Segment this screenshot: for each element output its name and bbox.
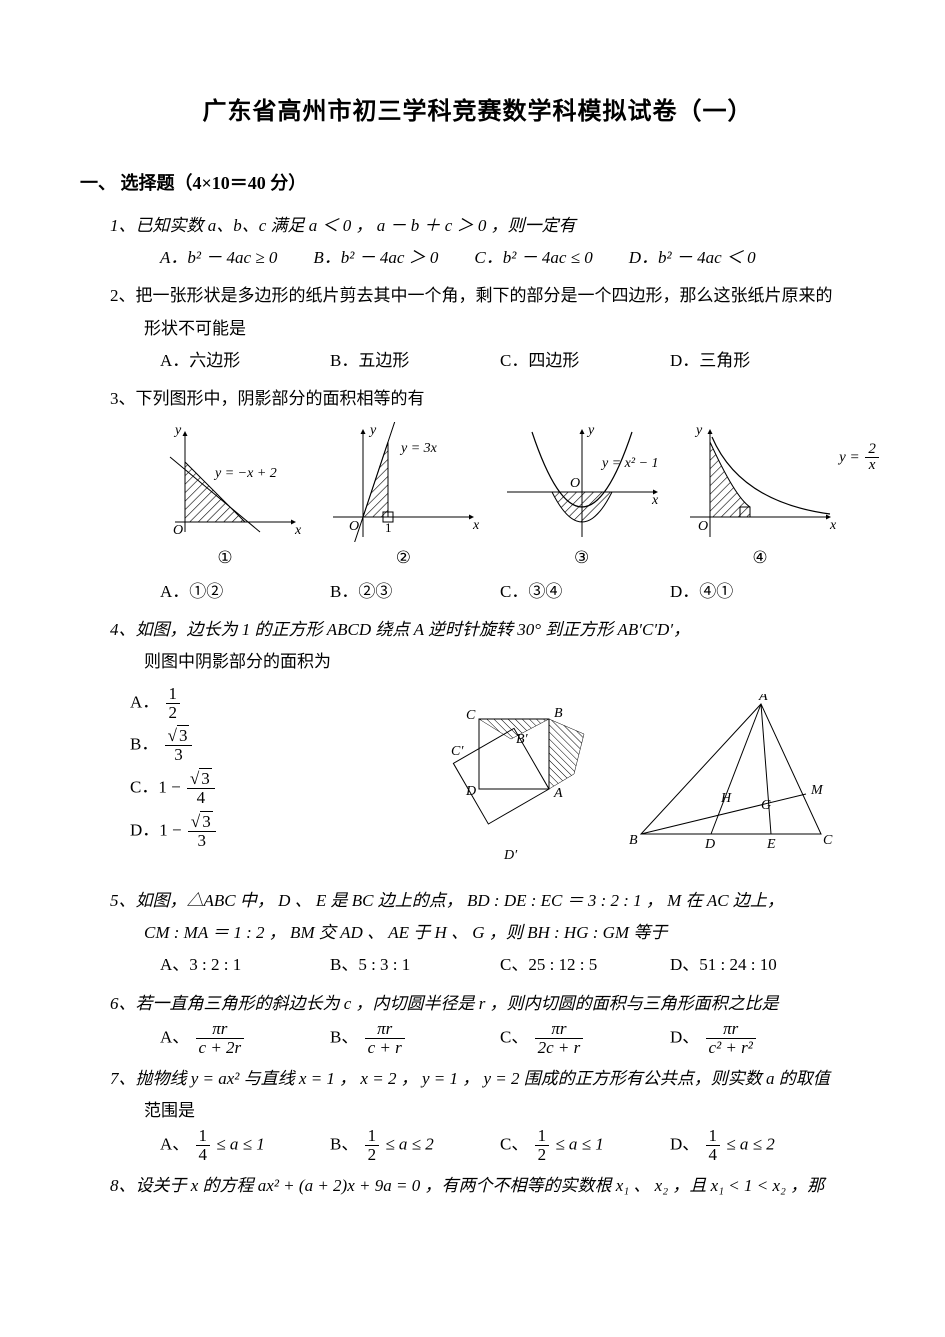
svg-text:B′: B′ [516, 732, 529, 747]
q2-optC: C．四边形 [500, 345, 670, 377]
svg-text:C′: C′ [451, 744, 464, 759]
question-6: 6、若一直角三角形的斜边长为 c ，内切圆半径是 r ，则内切圆的面积与三角形面… [110, 988, 845, 1057]
svg-text:y: y [586, 423, 595, 438]
q5-optC: C、25 : 12 : 5 [500, 949, 670, 981]
q7-line1: 7、抛物线 y = ax² 与直线 x = 1 ， x = 2 ， y = 1 … [110, 1063, 845, 1095]
q4-line2: 则图中阴影部分的面积为 [110, 646, 845, 678]
svg-text:O: O [698, 519, 708, 534]
svg-text:O: O [570, 476, 580, 491]
question-4: 4、如图，边长为 1 的正方形 ABCD 绕点 A 逆时针旋转 30° 到正方形… [110, 614, 845, 879]
q1-optB: B．b² － 4ac ＞ 0 [313, 242, 438, 274]
svg-text:x: x [294, 523, 302, 538]
q5-line1: 5、如图，△ABC 中， D 、 E 是 BC 边上的点， BD : DE : … [110, 885, 845, 917]
q3-optA: A．①② [160, 576, 330, 608]
q2-optB: B．五边形 [330, 345, 500, 377]
svg-text:H: H [720, 791, 732, 806]
svg-text:y: y [368, 423, 377, 438]
q1-optC: C．b² － 4ac ≤ 0 [474, 242, 592, 274]
q5-line2: CM : MA ＝ 1 : 2 ， BM 交 AD 、 AE 于 H 、 G ，… [110, 917, 845, 949]
q5-optA: A、3 : 2 : 1 [160, 949, 330, 981]
q2-optD: D．三角形 [670, 345, 840, 377]
svg-text:G: G [761, 798, 771, 813]
question-7: 7、抛物线 y = ax² 与直线 x = 1 ， x = 2 ， y = 1 … [110, 1063, 845, 1164]
q3-cap3: ③ [497, 542, 667, 574]
q3-fig2: x y O 1 y = 3x [323, 422, 483, 542]
svg-text:C: C [823, 833, 833, 848]
q3-optB: B．②③ [330, 576, 500, 608]
q3-optD: D．④① [670, 576, 840, 608]
q7-optD: D、 14 ≤ a ≤ 2 [670, 1127, 840, 1164]
q3-cap1: ① [140, 542, 310, 574]
q3-fig3: x y O y = x² − 1 [502, 422, 662, 542]
q6-optB: B、 πrc + r [330, 1020, 500, 1057]
q3-fig4: x y O [680, 422, 840, 542]
q3-cap2: ② [318, 542, 488, 574]
svg-text:D: D [465, 784, 476, 799]
q6-optA: A、 πrc + 2r [160, 1020, 330, 1057]
svg-text:A: A [758, 694, 768, 704]
q7-optB: B、 12 ≤ a ≤ 2 [330, 1127, 500, 1164]
svg-text:D: D [704, 837, 715, 852]
q7-line2: 范围是 [110, 1095, 845, 1127]
svg-text:x: x [472, 518, 480, 533]
page-title: 广东省高州市初三学科竞赛数学科模拟试卷（一） [110, 90, 845, 136]
svg-text:C: C [466, 708, 476, 723]
svg-text:A: A [553, 786, 563, 801]
q2-line1: 2、把一张形状是多边形的纸片剪去其中一个角，剩下的部分是一个四边形，那么这张纸片… [110, 280, 845, 312]
q4-optC: C．1 − 34 [130, 770, 410, 807]
svg-text:y = x² − 1: y = x² − 1 [600, 456, 659, 471]
q4-optD: D．1 − 33 [130, 813, 410, 850]
q4-figure: C B D A C′ B′ D′ [414, 679, 614, 879]
question-8: 8、设关于 x 的方程 ax² + (a + 2)x + 9a = 0 ，有两个… [110, 1170, 845, 1202]
svg-text:E: E [766, 837, 776, 852]
svg-text:B: B [554, 706, 563, 721]
svg-text:x: x [651, 493, 659, 508]
q3-optC: C．③④ [500, 576, 670, 608]
svg-text:x: x [829, 518, 837, 533]
svg-text:y: y [173, 423, 182, 438]
svg-text:O: O [173, 523, 183, 538]
q6-optD: D、 πrc² + r² [670, 1020, 840, 1057]
svg-text:y = −x + 2: y = −x + 2 [213, 466, 277, 481]
svg-text:B: B [629, 833, 638, 848]
q3-text: 3、下列图形中，阴影部分的面积相等的有 [110, 383, 845, 415]
svg-text:D′: D′ [503, 848, 518, 863]
question-2: 2、把一张形状是多边形的纸片剪去其中一个角，剩下的部分是一个四边形，那么这张纸片… [110, 280, 845, 377]
q5-figure: A B C D E H G M [621, 694, 841, 864]
svg-text:M: M [810, 783, 824, 798]
q2-optA: A．六边形 [160, 345, 330, 377]
q7-optA: A、 14 ≤ a ≤ 1 [160, 1127, 330, 1164]
question-3: 3、下列图形中，阴影部分的面积相等的有 x y O y = −x + 2 ① [110, 383, 845, 608]
svg-text:y: y [694, 423, 703, 438]
svg-text:y = 3x: y = 3x [399, 441, 438, 456]
q1-text: 1、已知实数 a、b、c 满足 a ＜ 0 ， a － b ＋ c ＞ 0 ，则… [110, 210, 845, 242]
q5-optB: B、5 : 3 : 1 [330, 949, 500, 981]
svg-text:1: 1 [385, 520, 392, 535]
q2-line2: 形状不可能是 [110, 313, 845, 345]
q4-optB: B． 33 [130, 727, 410, 764]
q7-optC: C、 12 ≤ a ≤ 1 [500, 1127, 670, 1164]
q4-optA: A． 12 [130, 685, 410, 722]
question-1: 1、已知实数 a、b、c 满足 a ＜ 0 ， a － b ＋ c ＞ 0 ，则… [110, 210, 845, 275]
q5-optD: D、51 : 24 : 10 [670, 949, 840, 981]
svg-text:O: O [349, 519, 359, 534]
q3-fig1: x y O y = −x + 2 [145, 422, 305, 542]
q3-fig4-label: y = [839, 449, 863, 465]
q6-text: 6、若一直角三角形的斜边长为 c ，内切圆半径是 r ，则内切圆的面积与三角形面… [110, 988, 845, 1020]
q6-optC: C、 πr2c + r [500, 1020, 670, 1057]
section-heading: 一、 选择题（4×10＝40 分） [80, 166, 845, 200]
q4-line1: 4、如图，边长为 1 的正方形 ABCD 绕点 A 逆时针旋转 30° 到正方形… [110, 614, 845, 646]
q3-figures: x y O y = −x + 2 ① x y O 1 [140, 422, 845, 574]
q1-optA: A．b² － 4ac ≥ 0 [160, 242, 277, 274]
q8-text: 8、设关于 x 的方程 ax² + (a + 2)x + 9a = 0 ，有两个… [110, 1170, 845, 1202]
question-5: 5、如图，△ABC 中， D 、 E 是 BC 边上的点， BD : DE : … [110, 885, 845, 982]
q3-cap4: ④ [675, 542, 845, 574]
q1-optD: D．b² － 4ac ＜ 0 [629, 242, 756, 274]
